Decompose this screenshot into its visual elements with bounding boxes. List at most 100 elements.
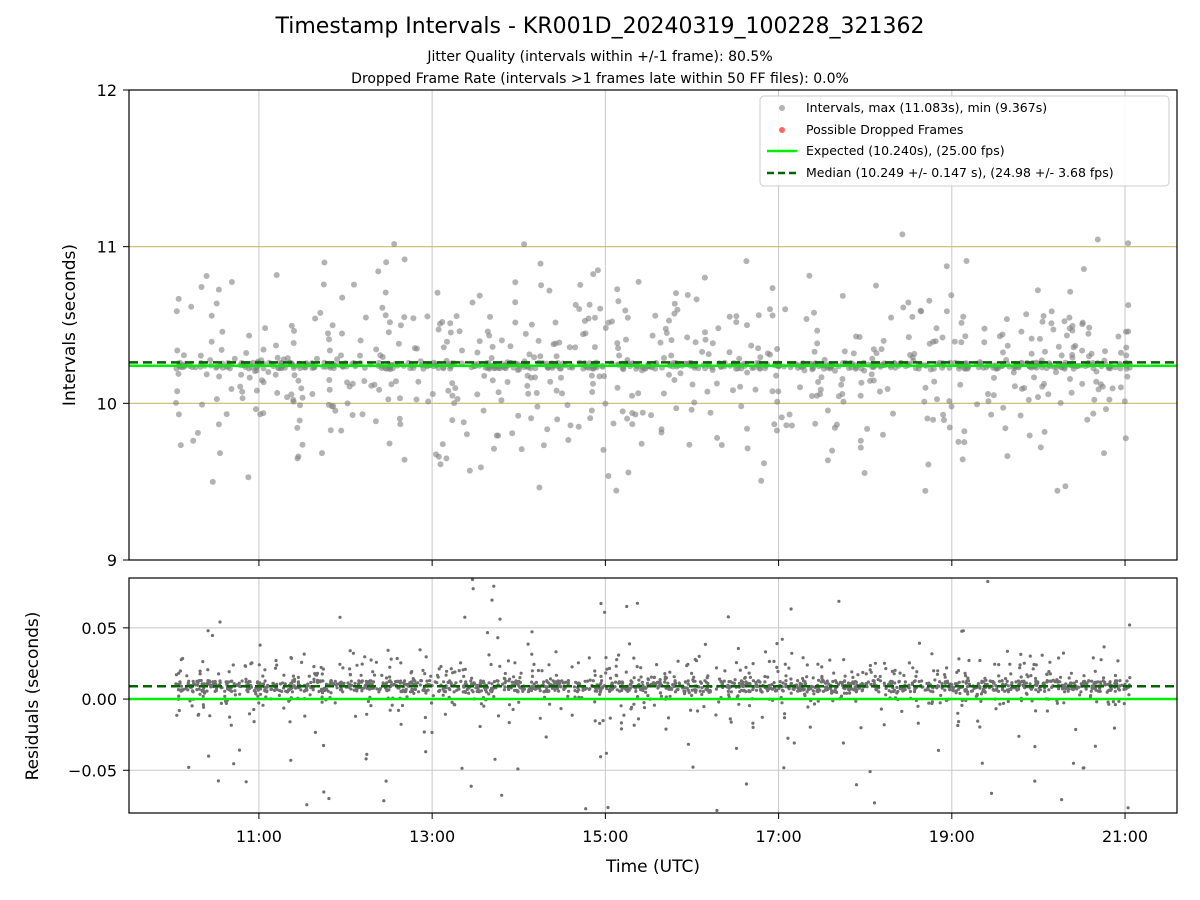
residual-point — [917, 679, 921, 684]
residual-point — [642, 706, 647, 710]
residual-point — [892, 688, 897, 692]
interval-point — [314, 355, 320, 362]
residual-point — [457, 669, 461, 673]
residual-point — [966, 679, 971, 683]
residual-point — [652, 703, 657, 707]
interval-point — [540, 442, 547, 449]
residual-point — [1067, 676, 1071, 680]
interval-point — [273, 342, 279, 349]
residual-point — [1017, 734, 1021, 738]
residual-point — [200, 682, 204, 686]
residual-point — [412, 691, 416, 696]
interval-point — [864, 425, 871, 432]
residual-point — [920, 679, 924, 683]
residual-point — [418, 648, 422, 652]
residual-point — [744, 782, 749, 786]
interval-point — [614, 340, 621, 347]
residual-point — [1085, 682, 1089, 686]
interval-point — [1067, 288, 1074, 295]
residual-point — [570, 665, 574, 669]
interval-point — [385, 396, 392, 403]
residual-point — [627, 642, 632, 646]
residual-point — [198, 672, 202, 676]
interval-point — [744, 322, 750, 329]
interval-point — [657, 339, 664, 346]
residual-point — [256, 694, 260, 698]
residual-point — [653, 682, 657, 686]
residual-point — [998, 702, 1002, 706]
residual-point — [476, 688, 480, 693]
residual-point — [769, 686, 773, 690]
residual-point — [1091, 656, 1095, 660]
interval-point — [635, 278, 642, 285]
residual-point — [518, 680, 523, 685]
residual-point — [555, 682, 559, 686]
interval-point — [1004, 342, 1011, 349]
interval-point — [1037, 335, 1043, 342]
residual-point — [1034, 663, 1038, 667]
interval-point — [415, 378, 422, 385]
residual-point — [801, 688, 805, 692]
residual-point — [365, 752, 369, 757]
interval-point — [218, 346, 225, 353]
interval-point — [395, 340, 402, 347]
residual-point — [830, 691, 834, 695]
residual-point — [558, 681, 562, 685]
interval-point — [274, 354, 281, 361]
residual-point — [872, 801, 877, 805]
residual-point — [733, 678, 737, 682]
residual-point — [803, 693, 807, 698]
interval-point — [567, 422, 574, 429]
residual-point — [366, 699, 370, 704]
interval-point — [688, 406, 695, 413]
interval-point — [961, 428, 968, 435]
interval-point — [814, 327, 821, 334]
residual-point — [1089, 694, 1093, 698]
residual-point — [232, 762, 236, 766]
interval-point — [587, 415, 594, 422]
interval-point — [514, 367, 521, 373]
interval-point — [671, 300, 678, 307]
interval-point — [671, 310, 678, 317]
interval-point — [1041, 428, 1048, 435]
residual-point — [179, 689, 183, 693]
x-tick-label: 19:00 — [929, 827, 975, 846]
residual-point — [274, 658, 278, 663]
residual-point — [726, 689, 730, 694]
residual-point — [868, 668, 872, 672]
residual-point — [943, 688, 947, 692]
residual-point — [926, 688, 930, 692]
residual-point — [731, 681, 735, 685]
residual-point — [672, 685, 676, 689]
residual-point — [492, 584, 496, 588]
interval-point — [873, 350, 880, 357]
interval-point — [769, 312, 776, 319]
interval-point — [677, 370, 684, 377]
interval-point — [537, 260, 544, 267]
residual-point — [511, 675, 516, 679]
interval-point — [208, 338, 215, 345]
residual-point — [584, 807, 588, 811]
interval-point — [926, 297, 933, 304]
top-grid — [129, 90, 1177, 560]
interval-point — [173, 399, 179, 406]
residual-point — [1112, 726, 1117, 730]
interval-point — [692, 339, 699, 346]
interval-point — [401, 314, 408, 321]
residual-point — [614, 680, 618, 684]
interval-point — [811, 348, 818, 355]
interval-point — [253, 387, 260, 394]
interval-point — [1039, 383, 1046, 390]
residual-point — [546, 681, 551, 685]
residual-point — [784, 679, 788, 683]
interval-point — [284, 394, 291, 401]
residual-point — [296, 675, 300, 680]
interval-point — [1091, 396, 1098, 403]
interval-point — [586, 301, 593, 308]
residual-point — [1092, 682, 1096, 686]
interval-point — [1042, 348, 1048, 355]
residual-point — [776, 669, 780, 674]
interval-point — [223, 411, 230, 418]
legend-dropped-marker — [779, 127, 785, 133]
residual-point — [729, 690, 734, 694]
